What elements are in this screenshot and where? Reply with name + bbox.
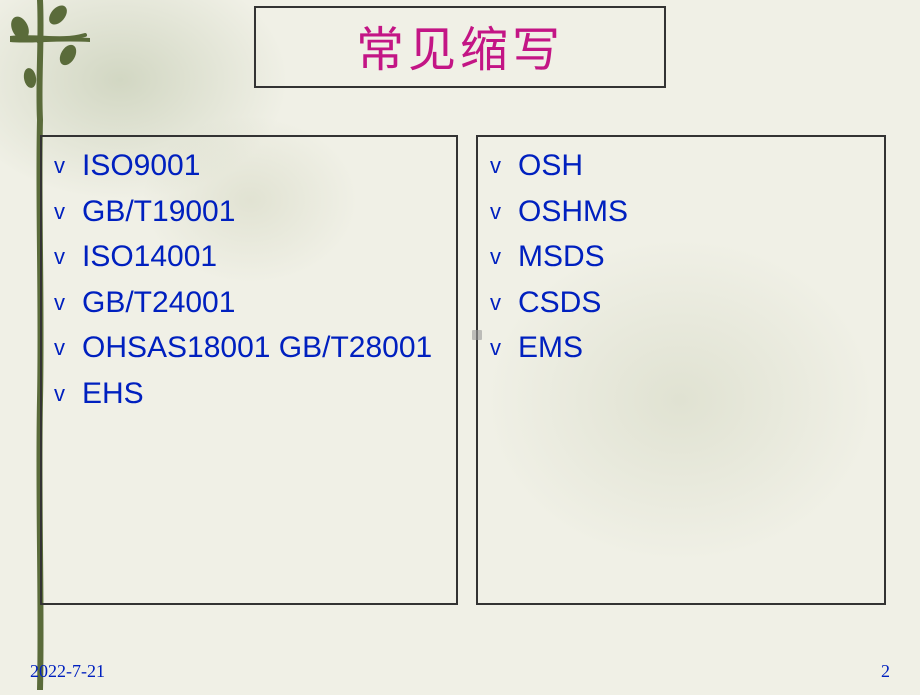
title-box: 常见缩写 [254,6,666,88]
footer-date: 2022-7-21 [30,661,105,682]
list-item: v OSHMS [490,189,872,235]
item-text: OSHMS [518,189,872,235]
list-item: v OHSAS18001 GB/T28001 [54,325,444,371]
bullet-icon: v [54,331,68,364]
right-column: v OSH v OSHMS v MSDS v CSDS v EMS [476,135,886,605]
list-item: v ISO9001 [54,143,444,189]
item-text: CSDS [518,280,872,326]
bullet-icon: v [490,240,504,273]
bullet-icon: v [54,195,68,228]
item-text: GB/T19001 [82,189,444,235]
bullet-icon: v [490,286,504,319]
bullet-icon: v [490,331,504,364]
footer-page-number: 2 [881,661,890,682]
item-text: MSDS [518,234,872,280]
bullet-icon: v [54,286,68,319]
item-text: GB/T24001 [82,280,444,326]
bullet-icon: v [490,195,504,228]
item-text: EHS [82,371,444,417]
bullet-icon: v [490,149,504,182]
bullet-icon: v [54,377,68,410]
list-item: v MSDS [490,234,872,280]
page-title: 常见缩写 [356,10,564,80]
list-item: v GB/T24001 [54,280,444,326]
list-item: v CSDS [490,280,872,326]
item-text: ISO14001 [82,234,444,280]
list-item: v ISO14001 [54,234,444,280]
list-item: v GB/T19001 [54,189,444,235]
list-item: v EHS [54,371,444,417]
item-text: OHSAS18001 GB/T28001 [82,325,444,371]
item-text: ISO9001 [82,143,444,189]
left-column: v ISO9001 v GB/T19001 v ISO14001 v GB/T2… [40,135,458,605]
watermark-dot [472,330,482,340]
bullet-icon: v [54,240,68,273]
list-item: v EMS [490,325,872,371]
item-text: EMS [518,325,872,371]
list-item: v OSH [490,143,872,189]
bullet-icon: v [54,149,68,182]
item-text: OSH [518,143,872,189]
